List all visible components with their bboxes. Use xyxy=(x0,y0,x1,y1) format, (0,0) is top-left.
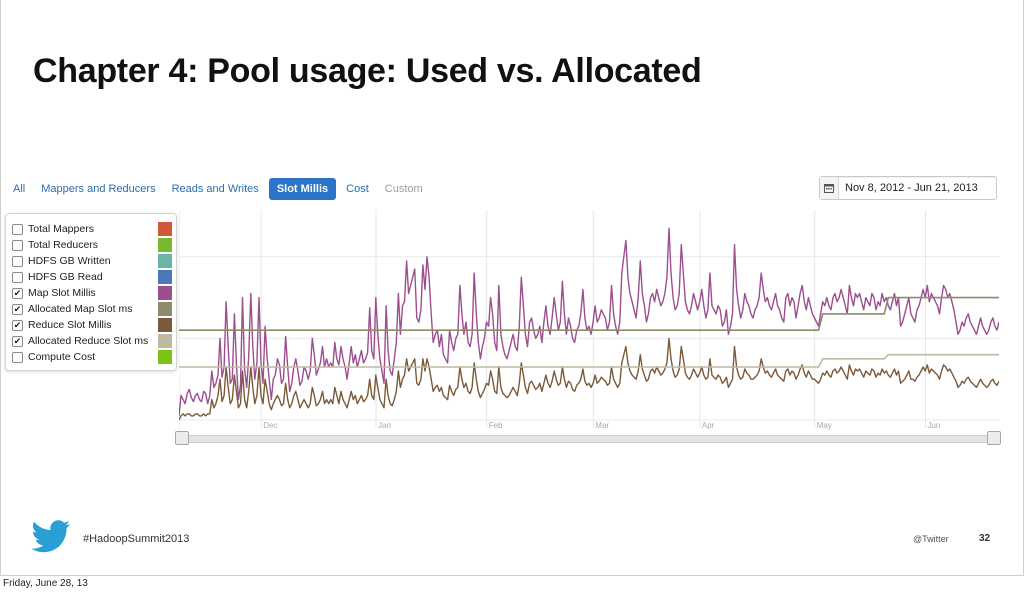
legend-checkbox[interactable] xyxy=(12,271,23,283)
legend-checkbox[interactable] xyxy=(12,255,23,267)
slide: Chapter 4: Pool usage: Used vs. Allocate… xyxy=(0,0,1024,576)
twitter-handle: @Twitter xyxy=(913,534,949,544)
legend-item[interactable]: HDFS GB Read xyxy=(12,270,172,284)
line-chart: Dec Jan Feb Mar Apr May Jun xyxy=(179,210,999,432)
legend-color-swatch[interactable] xyxy=(158,222,172,236)
tab-slot-millis[interactable]: Slot Millis xyxy=(268,178,337,200)
legend-color-swatch[interactable] xyxy=(158,238,172,252)
range-scrollbar[interactable] xyxy=(175,431,1001,445)
legend-label: Reduce Slot Millis xyxy=(28,319,112,331)
tab-custom[interactable]: Custom xyxy=(384,183,423,195)
scrollbar-track[interactable] xyxy=(179,435,995,443)
legend-color-swatch[interactable] xyxy=(158,270,172,284)
legend-color-swatch[interactable] xyxy=(158,318,172,332)
tab-all[interactable]: All xyxy=(13,183,26,195)
legend-color-swatch[interactable] xyxy=(158,254,172,268)
series-line-allocated-reduce-slot-ms xyxy=(179,353,999,368)
tab-reads-and-writes[interactable]: Reads and Writes xyxy=(171,183,259,195)
x-tick-label: May xyxy=(817,421,832,430)
series-line-reduce-slot-millis xyxy=(179,337,999,421)
legend-label: HDFS GB Read xyxy=(28,271,103,283)
legend-label: HDFS GB Written xyxy=(28,255,111,267)
legend-item[interactable]: HDFS GB Written xyxy=(12,254,172,268)
x-tick-label: Jan xyxy=(378,421,391,430)
legend-item[interactable]: ✔ Allocated Reduce Slot ms xyxy=(12,334,172,348)
page-title: Chapter 4: Pool usage: Used vs. Allocate… xyxy=(33,52,702,90)
legend-checkbox[interactable] xyxy=(12,351,23,363)
legend-item[interactable]: Total Reducers xyxy=(12,238,172,252)
legend-color-swatch[interactable] xyxy=(158,350,172,364)
legend-checkbox[interactable] xyxy=(12,223,23,235)
legend-item[interactable]: Compute Cost xyxy=(12,350,172,364)
legend-checkbox[interactable]: ✔ xyxy=(12,335,23,347)
legend-item[interactable]: ✔ Reduce Slot Millis xyxy=(12,318,172,332)
tab-mappers-and-reducers[interactable]: Mappers and Reducers xyxy=(41,183,156,195)
legend-item[interactable]: Total Mappers xyxy=(12,222,172,236)
tab-cost[interactable]: Cost xyxy=(346,183,369,195)
legend-color-swatch[interactable] xyxy=(158,302,172,316)
legend-checkbox[interactable] xyxy=(12,239,23,251)
scrollbar-right-handle[interactable] xyxy=(987,431,1001,445)
series-line-map-slot-millis xyxy=(179,227,999,416)
x-tick-label: Dec xyxy=(263,421,277,430)
calendar-icon[interactable] xyxy=(820,177,839,199)
legend-checkbox[interactable]: ✔ xyxy=(12,319,23,331)
page-number: 32 xyxy=(979,533,991,544)
legend-label: Compute Cost xyxy=(28,351,96,363)
twitter-bird-icon xyxy=(31,520,70,553)
legend-checkbox[interactable]: ✔ xyxy=(12,287,23,299)
x-tick-label: Jun xyxy=(927,421,940,430)
date-range-value: Nov 8, 2012 - Jun 21, 2013 xyxy=(845,182,978,194)
hashtag: #HadoopSummit2013 xyxy=(83,533,190,545)
legend-item[interactable]: ✔ Allocated Map Slot ms xyxy=(12,302,172,316)
footer-date: Friday, June 28, 13 xyxy=(3,578,88,589)
legend-label: Allocated Reduce Slot ms xyxy=(28,335,149,347)
x-tick-label: Apr xyxy=(702,421,715,430)
series-line-allocated-map-slot-ms xyxy=(179,296,999,331)
legend-label: Total Reducers xyxy=(28,239,99,251)
tab-bar: All Mappers and Reducers Reads and Writes S… xyxy=(7,178,433,200)
x-tick-label: Feb xyxy=(489,421,503,430)
legend-item[interactable]: ✔ Map Slot Millis xyxy=(12,286,172,300)
legend-label: Map Slot Millis xyxy=(28,287,96,299)
legend-label: Total Mappers xyxy=(28,223,94,235)
legend-checkbox[interactable]: ✔ xyxy=(12,303,23,315)
x-tick-label: Mar xyxy=(595,421,609,430)
date-range-picker[interactable]: Nov 8, 2012 - Jun 21, 2013 xyxy=(819,176,997,200)
scrollbar-left-handle[interactable] xyxy=(175,431,189,445)
legend-color-swatch[interactable] xyxy=(158,334,172,348)
legend-panel: Total Mappers Total Reducers HDFS GB Writt… xyxy=(5,213,177,371)
legend-label: Allocated Map Slot ms xyxy=(28,303,133,315)
legend-color-swatch[interactable] xyxy=(158,286,172,300)
